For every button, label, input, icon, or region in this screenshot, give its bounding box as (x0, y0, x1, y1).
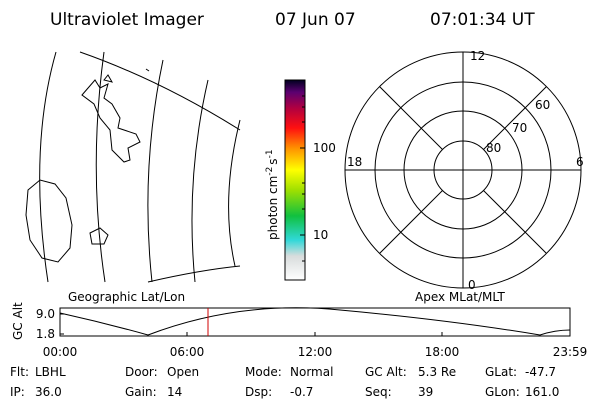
info-label: Flt: (10, 365, 29, 379)
info-label: Dsp: (245, 385, 272, 399)
info-value: Normal (290, 365, 333, 379)
colorbar-tick: 100 (313, 141, 336, 155)
info-value: LBHL (35, 365, 66, 379)
mlat-label: 80 (486, 141, 501, 155)
altitude-x-label: 12:00 (298, 345, 333, 359)
unit-exponent: -2 (265, 167, 275, 176)
altitude-x-label: 23:59 (553, 345, 588, 359)
altitude-axis-title: GC Alt (11, 302, 25, 340)
altitude-x-label: 06:00 (170, 345, 205, 359)
mlt-label: 18 (347, 155, 362, 169)
mlat-label: 60 (535, 98, 550, 112)
instrument-title: Ultraviolet Imager (50, 10, 204, 30)
unit: photon cm (266, 176, 280, 240)
altitude-y-label: 9.0 (36, 307, 55, 321)
map-label: Geographic Lat/Lon (68, 290, 185, 304)
color-bar (284, 79, 306, 281)
mlat-label: 70 (512, 121, 527, 135)
date: 07 Jun 07 (275, 10, 356, 30)
time: 07:01:34 UT (430, 10, 535, 30)
colorbar-unit: photon cm-2 s-1 (265, 149, 280, 240)
polar-label: Apex MLat/MLT (415, 290, 505, 304)
info-label: Door: (125, 365, 158, 379)
info-label: Mode: (245, 365, 282, 379)
info-value: -47.7 (525, 365, 556, 379)
mlt-label: 0 (468, 278, 476, 292)
info-value: Open (167, 365, 199, 379)
info-value: 14 (167, 385, 182, 399)
altitude-y-label: 1.8 (36, 327, 55, 341)
polar-grid (344, 51, 582, 289)
info-value: -0.7 (290, 385, 313, 399)
info-label: Seq: (365, 385, 392, 399)
info-value: 5.3 Re (418, 365, 456, 379)
color-bar-ticks (300, 95, 305, 262)
info-value: 39 (418, 385, 433, 399)
info-label: GLon: (485, 385, 520, 399)
unit-exponent: -1 (265, 149, 275, 158)
unit: s (266, 158, 280, 164)
mlt-label: 12 (470, 49, 485, 63)
altitude-x-label: 00:00 (43, 345, 78, 359)
info-label: GLat: (485, 365, 517, 379)
altitude-x-label: 18:00 (425, 345, 460, 359)
info-label: Gain: (125, 385, 157, 399)
info-panel: Flt: LBHL Door: Open Mode: Normal GC Alt: 5.3 R… (10, 365, 559, 399)
altitude-curve (59, 307, 571, 336)
geographic-map (25, 51, 241, 283)
mlt-label: 6 (576, 155, 584, 169)
info-label: IP: (10, 385, 25, 399)
info-value: 36.0 (35, 385, 62, 399)
info-label: GC Alt: (365, 365, 407, 379)
altitude-ticks (60, 313, 443, 336)
colorbar-tick: 10 (313, 228, 328, 242)
info-value: 161.0 (525, 385, 559, 399)
